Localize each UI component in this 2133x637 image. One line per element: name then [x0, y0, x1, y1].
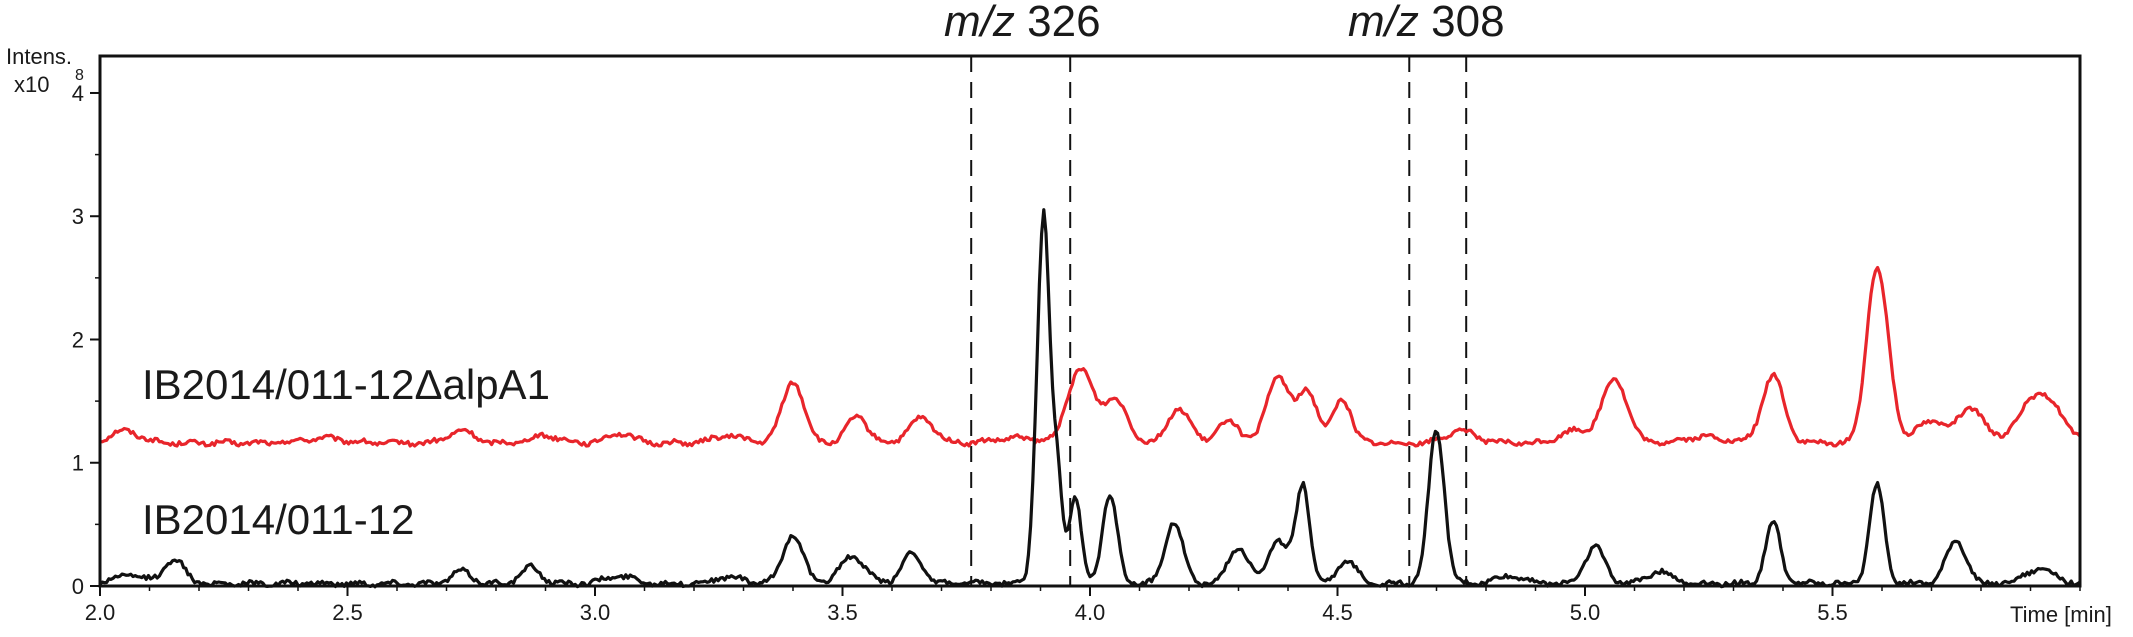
svg-text:m/z 308: m/z 308 [1348, 0, 1505, 46]
series-label-mutant: IB2014/011-12ΔalpA1 [142, 361, 550, 408]
x-tick-label-5.0: 5.0 [1570, 600, 1601, 625]
y-axis-title: Intens. [6, 44, 72, 69]
svg-text:m/z 326: m/z 326 [944, 0, 1101, 46]
series-line-mutant [99, 265, 2082, 448]
y-tick-label-2: 2 [72, 327, 84, 352]
series-label-wildtype: IB2014/011-12 [142, 496, 414, 543]
region-label-308-value: 308 [1431, 0, 1504, 46]
y-tick-label-4: 4 [72, 81, 84, 106]
x-tick-label-2.5: 2.5 [332, 600, 363, 625]
x-tick-label-3.5: 3.5 [827, 600, 858, 625]
axes: 2.0 2.5 3.0 3.5 4.0 4.5 5.0 5.5 0 1 2 3 4 [72, 81, 2081, 625]
region-label-326: m/z 326 [944, 0, 1101, 46]
region-label-326-value: 326 [1027, 0, 1100, 46]
region-label-308-prefix: m/z [1348, 0, 1419, 46]
region-markers [970, 56, 1468, 586]
x-tick-label-3.0: 3.0 [580, 600, 611, 625]
y-axis-scale-label: x10 [14, 72, 49, 97]
x-tick-label-2.0: 2.0 [85, 600, 116, 625]
region-label-326-prefix: m/z [944, 0, 1015, 46]
x-axis-title: Time [min] [2010, 602, 2112, 627]
x-tick-label-4.5: 4.5 [1322, 600, 1353, 625]
region-label-308: m/z 308 [1348, 0, 1505, 46]
x-tick-label-5.5: 5.5 [1817, 600, 1848, 625]
x-tick-label-4.0: 4.0 [1075, 600, 1106, 625]
y-tick-label-0: 0 [72, 574, 84, 599]
y-tick-label-3: 3 [72, 204, 84, 229]
y-axis-scale-exponent: 8 [75, 67, 84, 84]
y-tick-label-1: 1 [72, 451, 84, 476]
